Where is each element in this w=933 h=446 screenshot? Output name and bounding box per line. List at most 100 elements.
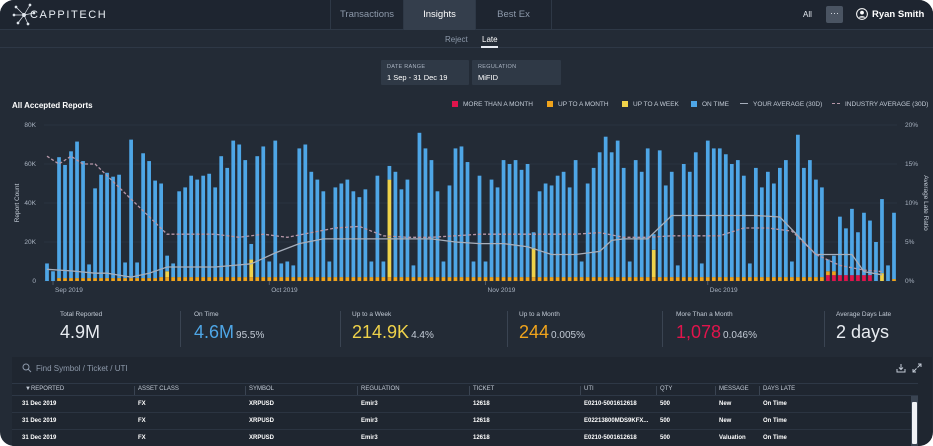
- bar-up-to-a-month: [639, 277, 644, 281]
- scope-selector[interactable]: All: [803, 10, 812, 19]
- more-options-button[interactable]: ···: [826, 6, 843, 23]
- bar-on-time: [195, 179, 200, 278]
- column-header-days-late[interactable]: DAYS LATE: [759, 386, 795, 395]
- legend-label: INDUSTRY AVERAGE (30D): [845, 101, 929, 108]
- bar-up-to-a-month: [729, 277, 734, 281]
- stat-value: 244 0.005%: [519, 322, 585, 342]
- subtab-reject[interactable]: Reject: [445, 35, 468, 44]
- cell-regulation: Emir3: [361, 401, 378, 407]
- bar-on-time: [585, 183, 590, 278]
- cell-reported: 31 Dec 2019: [22, 418, 57, 424]
- bar-up-to-a-week: [249, 259, 254, 278]
- chart-title: All Accepted Reports: [12, 101, 93, 110]
- bar-on-time: [327, 261, 332, 278]
- subtab-late[interactable]: Late: [482, 35, 498, 44]
- bar-on-time: [591, 167, 596, 278]
- cell-uti: E02213800MDS9KFX...: [584, 418, 649, 424]
- bar-on-time: [651, 234, 656, 250]
- date-range-filter[interactable]: DATE RANGE 1 Sep - 31 Dec 19: [381, 60, 469, 85]
- tab-transactions[interactable]: Transactions: [330, 0, 403, 30]
- legend-industry-average[interactable]: INDUSTRY AVERAGE (30D): [832, 101, 928, 108]
- column-header-qty[interactable]: QTY: [656, 386, 672, 395]
- user-name[interactable]: Ryan Smith: [872, 9, 925, 20]
- bar-up-to-a-month: [826, 271, 830, 276]
- bar-up-to-a-month: [802, 277, 806, 281]
- bar-on-time: [850, 208, 854, 276]
- bar-on-time: [357, 197, 362, 278]
- expand-icon[interactable]: [912, 363, 922, 373]
- bar-on-time: [273, 140, 278, 278]
- cell-asset-class: FX: [138, 418, 146, 424]
- bar-on-time: [459, 146, 464, 278]
- bar-up-to-a-week: [531, 247, 536, 278]
- legend-more-than-month[interactable]: MORE THAN A MONTH: [452, 101, 533, 108]
- bar-on-time: [411, 265, 416, 278]
- bar-up-to-a-month: [471, 277, 476, 281]
- bar-on-time: [393, 171, 398, 278]
- bar-up-to-a-month: [723, 277, 728, 281]
- bar-up-to-a-month: [459, 277, 464, 281]
- search-input[interactable]: [36, 361, 436, 375]
- bar-up-to-a-month: [357, 277, 362, 281]
- bar-up-to-a-month: [711, 277, 716, 281]
- table-row[interactable]: 31 Dec 2019 FX XRPUSD Emir3 12618 E0210-…: [12, 431, 918, 446]
- legend-your-average[interactable]: YOUR AVERAGE (30D): [740, 101, 822, 108]
- legend-up-to-month[interactable]: UP TO A MONTH: [547, 101, 609, 108]
- bar-up-to-a-month: [231, 277, 236, 281]
- late-reports-chart[interactable]: 0 0% 20K 5% 40K 10% 60K 15% 80K 20% Report Count Av…: [0, 115, 933, 300]
- bar-on-time: [856, 232, 860, 276]
- column-header-regulation[interactable]: REGULATION: [357, 386, 400, 395]
- tab-best-ex[interactable]: Best Ex: [475, 0, 552, 30]
- column-header-symbol[interactable]: SYMBOL: [245, 386, 274, 395]
- bar-on-time: [285, 261, 290, 278]
- legend-up-to-week[interactable]: UP TO A WEEK: [622, 101, 679, 108]
- legend-swatch: [691, 101, 697, 107]
- legend-on-time[interactable]: ON TIME: [691, 101, 729, 108]
- regulation-value: MiFID: [478, 73, 498, 82]
- bar-on-time: [321, 191, 326, 278]
- bar-up-to-a-month: [814, 277, 818, 281]
- bar-up-to-a-month: [99, 278, 103, 281]
- table-row[interactable]: 31 Dec 2019 FX XRPUSD Emir3 12618 E02213…: [12, 414, 918, 430]
- y2-tick-label: 10%: [905, 200, 918, 207]
- column-header-reported[interactable]: ▼REPORTED: [25, 386, 65, 392]
- download-icon[interactable]: [896, 363, 906, 373]
- tab-insights[interactable]: Insights: [403, 0, 475, 30]
- bar-up-to-a-month: [681, 277, 686, 281]
- bar-on-time: [75, 141, 79, 279]
- bar-on-time: [826, 259, 830, 272]
- bar-on-time: [796, 134, 800, 278]
- bar-on-time: [435, 191, 440, 278]
- divider: [340, 311, 341, 347]
- scrollbar-thumb[interactable]: [912, 402, 917, 444]
- x-tick-label: Oct 2019: [271, 287, 298, 294]
- bar-on-time: [832, 255, 836, 272]
- column-header-asset-class[interactable]: ASSET CLASS: [134, 386, 179, 395]
- bar-up-to-a-month: [399, 277, 404, 281]
- bar-on-time: [111, 176, 115, 279]
- bar-up-to-a-month: [621, 277, 626, 281]
- column-header-ticket[interactable]: TICKET: [469, 386, 494, 395]
- column-header-message[interactable]: MESSAGE: [715, 386, 749, 395]
- cell-reported: 31 Dec 2019: [22, 401, 57, 407]
- bar-on-time: [729, 164, 734, 278]
- y-tick-label: 20K: [24, 239, 36, 246]
- bar-on-time: [681, 164, 686, 278]
- table-scrollbar[interactable]: [911, 396, 918, 446]
- bar-up-to-a-month: [411, 277, 416, 281]
- bar-up-to-a-month: [531, 277, 536, 281]
- column-header-uti[interactable]: UTI: [580, 386, 594, 395]
- bar-up-to-a-month: [657, 277, 662, 281]
- bar-up-to-a-month: [615, 277, 620, 281]
- bar-up-to-a-month: [753, 277, 758, 281]
- regulation-filter[interactable]: REGULATION MiFID: [472, 60, 561, 85]
- bar-up-to-a-week: [651, 249, 656, 278]
- bar-on-time: [117, 174, 121, 279]
- y2-tick-label: 15%: [905, 161, 918, 168]
- bar-on-time: [549, 185, 554, 278]
- user-avatar-icon[interactable]: [856, 8, 868, 20]
- bar-on-time: [453, 148, 458, 278]
- cell-message: New: [719, 401, 732, 407]
- bar-up-to-a-month: [892, 279, 896, 281]
- table-row[interactable]: 31 Dec 2019 FX XRPUSD Emir3 12618 E0210-…: [12, 397, 918, 413]
